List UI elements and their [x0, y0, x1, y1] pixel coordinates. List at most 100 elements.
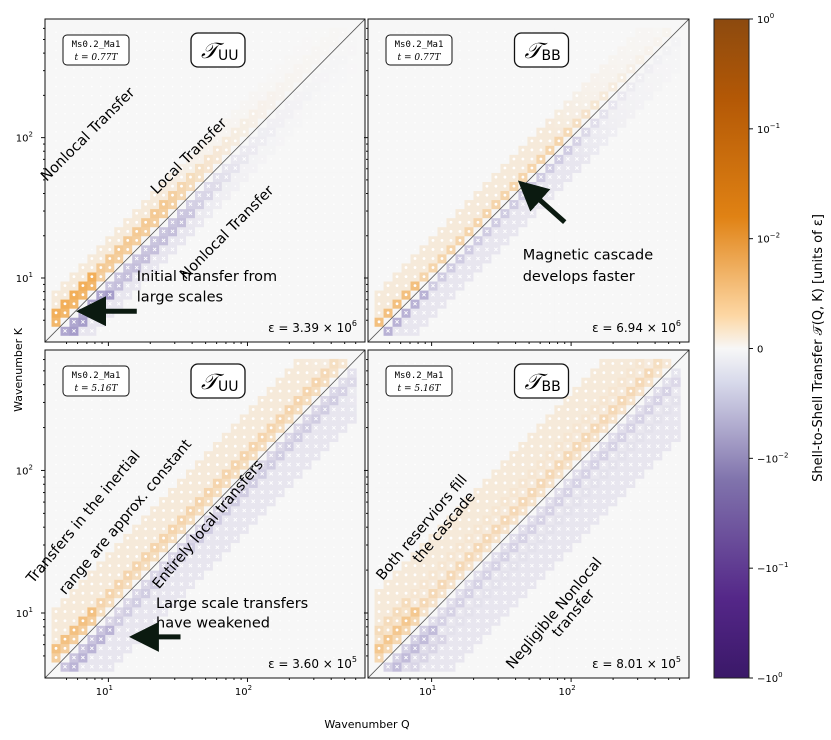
neutral-marker	[432, 76, 434, 79]
negative-marker	[143, 247, 148, 252]
neutral-marker	[135, 58, 138, 61]
neutral-marker	[91, 31, 93, 34]
neutral-marker	[288, 112, 290, 115]
neutral-marker	[306, 85, 308, 88]
neutral-marker	[621, 31, 623, 34]
neutral-marker	[162, 121, 165, 124]
neutral-marker	[639, 94, 641, 97]
neutral-marker	[621, 284, 623, 287]
negative-marker	[197, 211, 202, 216]
neutral-marker	[378, 76, 380, 79]
neutral-marker	[477, 293, 479, 296]
neutral-marker	[459, 58, 461, 61]
negative-marker	[179, 229, 184, 234]
neutral-marker	[225, 284, 228, 287]
neutral-marker	[225, 302, 228, 305]
neutral-marker	[639, 103, 641, 106]
neutral-marker	[674, 149, 677, 151]
epsilon-label: ε = 3.39 × 106	[268, 319, 357, 335]
positive-marker	[485, 184, 489, 188]
neutral-marker	[234, 76, 237, 79]
neutral-marker	[153, 321, 156, 323]
neutral-marker	[387, 275, 389, 278]
positive-marker	[126, 220, 130, 224]
neutral-marker	[315, 112, 317, 115]
positive-marker	[521, 166, 525, 170]
neutral-marker	[73, 131, 75, 133]
neutral-marker	[621, 275, 623, 278]
negative-marker	[72, 664, 76, 669]
neutral-marker	[387, 103, 389, 106]
neutral-marker	[477, 330, 479, 332]
neutral-marker	[513, 140, 515, 142]
neutral-marker	[126, 112, 129, 115]
neutral-marker	[665, 293, 668, 296]
neutral-marker	[82, 31, 84, 34]
neutral-marker	[603, 76, 605, 79]
neutral-marker	[324, 94, 326, 97]
neutral-marker	[288, 103, 290, 106]
neutral-marker	[333, 40, 335, 43]
neutral-marker	[171, 131, 174, 133]
neutral-marker	[333, 321, 335, 323]
neutral-marker	[144, 76, 147, 79]
neutral-marker	[73, 454, 75, 457]
neutral-marker	[450, 103, 452, 106]
neutral-marker	[64, 167, 66, 169]
neutral-marker	[100, 221, 102, 224]
negative-marker	[206, 184, 211, 189]
neutral-marker	[126, 176, 129, 178]
neutral-marker	[91, 239, 93, 242]
neutral-marker	[252, 212, 255, 215]
neutral-marker	[657, 31, 659, 34]
neutral-marker	[180, 302, 183, 305]
neutral-marker	[144, 167, 147, 169]
neutral-marker	[495, 131, 497, 133]
neutral-marker	[153, 85, 156, 88]
neutral-marker	[648, 293, 650, 296]
neutral-marker	[612, 321, 614, 323]
neutral-marker	[549, 311, 551, 314]
neutral-marker	[630, 257, 632, 260]
neutral-marker	[162, 58, 165, 61]
neutral-marker	[100, 31, 102, 34]
negative-marker	[161, 229, 166, 234]
neutral-marker	[73, 230, 75, 233]
neutral-marker	[630, 275, 632, 278]
neutral-marker	[441, 194, 443, 196]
neutral-marker	[153, 284, 156, 287]
neutral-marker	[351, 58, 353, 61]
neutral-marker	[549, 203, 551, 206]
neutral-marker	[504, 149, 506, 151]
neutral-marker	[648, 311, 650, 314]
neutral-marker	[495, 257, 497, 260]
positive-marker	[198, 175, 201, 179]
neutral-marker	[423, 112, 425, 115]
negative-marker	[610, 129, 615, 134]
neutral-marker	[630, 248, 632, 251]
neutral-marker	[198, 103, 201, 106]
negative-marker	[583, 129, 588, 134]
positive-marker	[90, 266, 94, 269]
neutral-marker	[486, 311, 488, 314]
positive-marker	[153, 202, 157, 206]
neutral-marker	[288, 239, 290, 242]
negative-marker	[413, 301, 417, 306]
neutral-marker	[306, 31, 308, 34]
neutral-marker	[135, 140, 138, 142]
negative-marker	[179, 220, 184, 225]
neutral-marker	[657, 58, 659, 61]
neutral-marker	[351, 185, 353, 187]
neutral-marker	[387, 185, 389, 187]
neutral-marker	[603, 230, 605, 233]
neutral-marker	[396, 194, 398, 196]
positive-marker	[72, 591, 76, 595]
negative-marker	[395, 328, 399, 333]
neutral-marker	[513, 31, 515, 34]
positive-marker	[494, 202, 498, 206]
neutral-marker	[73, 417, 75, 420]
neutral-marker	[477, 284, 479, 287]
neutral-marker	[612, 203, 614, 206]
neutral-marker	[324, 239, 326, 242]
positive-marker	[485, 211, 489, 215]
